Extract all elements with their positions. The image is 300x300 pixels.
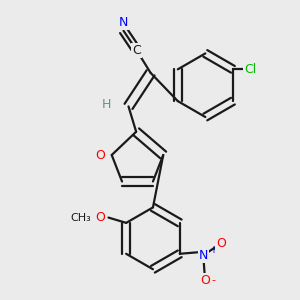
Text: +: + bbox=[209, 245, 217, 255]
Text: Cl: Cl bbox=[244, 63, 257, 76]
Text: O: O bbox=[96, 148, 106, 161]
Text: CH₃: CH₃ bbox=[71, 213, 92, 223]
Text: H: H bbox=[102, 98, 111, 111]
Text: C: C bbox=[132, 44, 141, 57]
Text: N: N bbox=[119, 16, 128, 29]
Text: O: O bbox=[216, 237, 226, 250]
Text: N: N bbox=[199, 249, 208, 262]
Text: O: O bbox=[96, 211, 106, 224]
Text: -: - bbox=[212, 275, 216, 285]
Text: O: O bbox=[200, 274, 210, 287]
